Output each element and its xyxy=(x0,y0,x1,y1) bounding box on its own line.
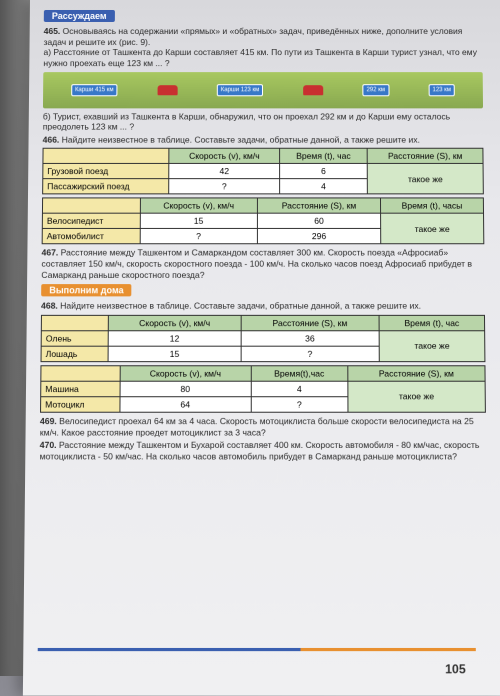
section-heading-2: Выполним дома xyxy=(41,284,132,296)
table-466b: Скорость (v), км/ч Расстояние (S), км Вр… xyxy=(42,198,485,245)
cell: такое же xyxy=(348,381,486,412)
col-header: Скорость (v), км/ч xyxy=(140,198,258,213)
row-label: Лошадь xyxy=(41,346,108,361)
road-illustration: Карши 415 км Карши 123 км 292 км 123 км xyxy=(43,72,483,108)
problem-468: 468. Найдите неизвестное в таблице. Сост… xyxy=(41,301,485,312)
cell: 4 xyxy=(279,179,367,194)
footer-divider xyxy=(38,648,476,651)
section-heading-1: Рассуждаем xyxy=(44,10,115,22)
problem-470: 470. Расстояние между Ташкентом и Бухаро… xyxy=(40,440,487,462)
road-sign: 292 км xyxy=(362,84,389,96)
problem-text: Расстояние между Ташкентом и Самаркандом… xyxy=(41,248,472,280)
table-466a: Скорость (v), км/ч Время (t), час Рассто… xyxy=(42,148,484,195)
table-468b: Скорость (v), км/ч Время(t),час Расстоян… xyxy=(40,365,486,413)
col-header: Время (t), часы xyxy=(381,198,484,213)
col-header: Скорость (v), км/ч xyxy=(169,149,279,164)
cell: ? xyxy=(140,229,258,244)
col-header: Скорость (v), км/ч xyxy=(109,315,241,330)
problem-text: Велосипедист проехал 64 км за 4 часа. Ск… xyxy=(40,416,474,437)
cell: 60 xyxy=(257,214,380,229)
cell: 36 xyxy=(241,331,380,346)
problem-465b: б) Турист, ехавший из Ташкента в Карши, … xyxy=(43,111,484,132)
car-icon xyxy=(157,85,177,95)
problem-num: 466. xyxy=(43,134,60,144)
row-label: Машина xyxy=(41,381,120,396)
row-label: Грузовой поезд xyxy=(43,164,169,179)
table-468a: Скорость (v), км/ч Расстояние (S), км Вр… xyxy=(41,315,486,362)
cell: 80 xyxy=(120,381,251,396)
row-label: Мотоцикл xyxy=(41,397,120,413)
cell: 296 xyxy=(257,229,380,244)
row-label: Велосипедист xyxy=(42,214,140,229)
page-number: 105 xyxy=(445,662,466,677)
cell: 6 xyxy=(279,164,367,179)
cell: такое же xyxy=(381,214,484,245)
problem-text: Основываясь на содержании «прямых» и «об… xyxy=(44,26,463,47)
road-sign: Карши 415 км xyxy=(71,84,118,96)
problem-num: 467. xyxy=(42,248,59,258)
cell: такое же xyxy=(367,164,483,194)
problem-467: 467. Расстояние между Ташкентом и Самарк… xyxy=(41,248,484,281)
problem-465a: а) Расстояние от Ташкента до Карши соста… xyxy=(43,47,477,68)
problem-num: 465. xyxy=(44,26,61,36)
problem-num: 470. xyxy=(40,440,57,450)
road-sign: Карши 123 км xyxy=(217,84,264,96)
problem-num: 468. xyxy=(41,301,58,311)
cell: ? xyxy=(169,179,279,194)
row-label: Автомобилист xyxy=(42,229,140,244)
cell: 12 xyxy=(108,331,240,346)
road-sign: 123 км xyxy=(428,84,455,96)
cell: 42 xyxy=(169,164,279,179)
problem-text: Найдите неизвестное в таблице. Составьте… xyxy=(62,134,420,144)
problem-465: 465. Основываясь на содержании «прямых» … xyxy=(43,26,482,69)
col-header: Расстояние (S), км xyxy=(348,366,486,381)
problem-num: 469. xyxy=(40,416,57,426)
cell: ? xyxy=(251,397,348,413)
problem-466: 466. Найдите неизвестное в таблице. Сост… xyxy=(43,134,484,145)
col-header: Расстояние (S), км xyxy=(257,198,380,213)
cell: такое же xyxy=(379,331,485,362)
col-header: Время(t),час xyxy=(251,366,348,381)
row-label: Олень xyxy=(41,331,108,346)
problem-text: Найдите неизвестное в таблице. Составьте… xyxy=(60,301,421,311)
col-header: Время (t), час xyxy=(379,315,485,330)
col-header: Время (t), час xyxy=(279,149,367,164)
cell: 4 xyxy=(251,381,348,396)
col-header: Расстояние (S), км xyxy=(367,149,483,164)
car-icon xyxy=(303,85,323,95)
problem-469: 469. Велосипедист проехал 64 км за 4 час… xyxy=(40,416,486,438)
cell: ? xyxy=(241,346,380,361)
col-header: Расстояние (S), км xyxy=(241,315,380,330)
col-header: Скорость (v), км/ч xyxy=(120,366,251,381)
row-label: Пассажирский поезд xyxy=(43,179,170,194)
cell: 15 xyxy=(140,214,258,229)
problem-text: Расстояние между Ташкентом и Бухарой сос… xyxy=(40,440,480,461)
cell: 64 xyxy=(120,397,251,413)
textbook-page: Рассуждаем 465. Основываясь на содержани… xyxy=(23,0,500,696)
cell: 15 xyxy=(108,346,240,361)
